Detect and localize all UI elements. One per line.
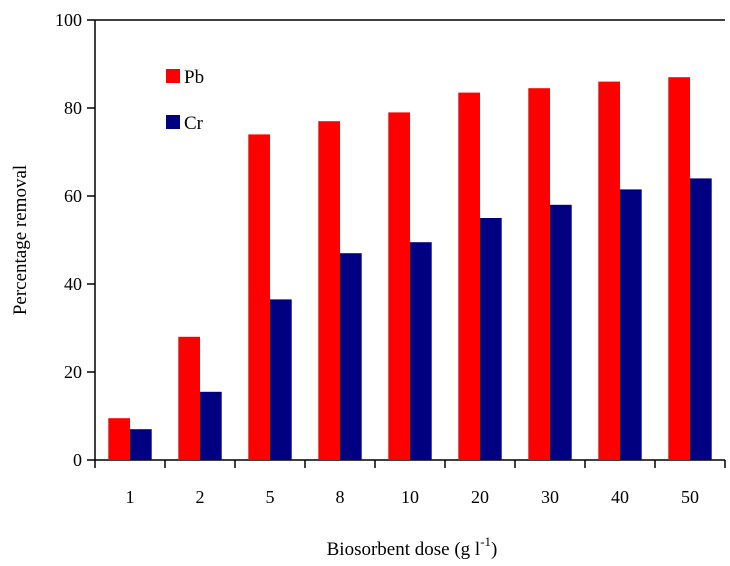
x-tick-label: 5 bbox=[266, 487, 275, 507]
y-tick-label: 40 bbox=[64, 274, 82, 294]
x-tick-label: 8 bbox=[336, 487, 345, 507]
y-tick-label: 0 bbox=[73, 450, 82, 470]
bar-pb-8 bbox=[318, 121, 340, 460]
bar-pb-1 bbox=[108, 418, 130, 460]
y-tick-label: 20 bbox=[64, 362, 82, 382]
legend-label-pb: Pb bbox=[184, 67, 204, 88]
bar-pb-5 bbox=[248, 134, 270, 460]
legend-label-cr: Cr bbox=[184, 113, 204, 134]
bar-pb-20 bbox=[458, 92, 480, 460]
x-tick-label: 30 bbox=[541, 487, 559, 507]
bar-pb-10 bbox=[388, 112, 410, 461]
bar-cr-40 bbox=[620, 189, 642, 460]
bar-pb-50 bbox=[668, 77, 690, 460]
bar-cr-20 bbox=[480, 218, 502, 460]
bars bbox=[108, 77, 712, 461]
x-tick-label: 1 bbox=[126, 487, 135, 507]
legend-swatch-cr bbox=[166, 115, 180, 129]
x-tick-label: 10 bbox=[401, 487, 419, 507]
x-axis-label: Biosorbent dose (g l-1) bbox=[327, 534, 498, 560]
bar-pb-2 bbox=[178, 336, 200, 460]
bar-cr-1 bbox=[130, 429, 152, 460]
bar-cr-50 bbox=[690, 178, 712, 460]
y-tick-label: 60 bbox=[64, 186, 82, 206]
x-axis-label-main: Biosorbent dose (g l bbox=[327, 539, 481, 560]
legend-swatch-pb bbox=[166, 69, 180, 83]
y-tick-label: 80 bbox=[64, 98, 82, 118]
x-tick-label: 20 bbox=[471, 487, 489, 507]
bar-cr-5 bbox=[270, 299, 292, 460]
y-tick-label: 100 bbox=[55, 10, 82, 30]
y-ticks: 0 20 40 60 80 100 bbox=[55, 10, 95, 470]
bar-cr-8 bbox=[340, 253, 362, 460]
bar-cr-30 bbox=[550, 204, 572, 460]
y-axis-label: Percentage removal bbox=[10, 165, 31, 315]
bar-cr-2 bbox=[200, 391, 222, 460]
legend: Pb Cr bbox=[166, 67, 204, 134]
bar-pb-30 bbox=[528, 88, 550, 460]
x-tick-label: 2 bbox=[196, 487, 205, 507]
x-axis-label-suffix: ) bbox=[491, 539, 497, 560]
x-axis-label-superscript: -1 bbox=[480, 534, 491, 549]
bar-cr-10 bbox=[410, 242, 432, 460]
bar-pb-40 bbox=[598, 81, 620, 460]
x-ticks: 1 2 5 8 10 20 30 40 50 bbox=[94, 460, 726, 507]
x-tick-label: 40 bbox=[611, 487, 629, 507]
x-tick-label: 50 bbox=[681, 487, 699, 507]
